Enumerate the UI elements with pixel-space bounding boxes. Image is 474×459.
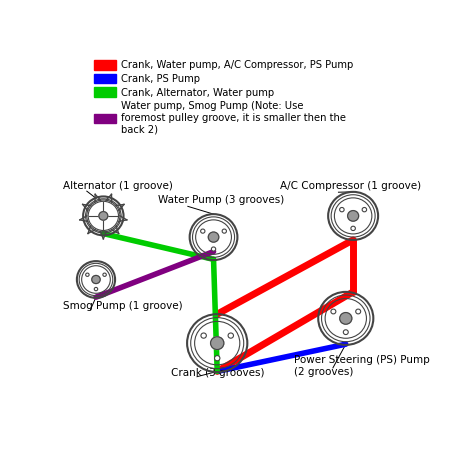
Text: Power Steering (PS) Pump
(2 grooves): Power Steering (PS) Pump (2 grooves) xyxy=(294,355,430,377)
Circle shape xyxy=(343,330,348,335)
Circle shape xyxy=(331,309,336,314)
Circle shape xyxy=(347,211,359,221)
Legend: Crank, Water pump, A/C Compressor, PS Pump, Crank, PS Pump, Crank, Alternator, W: Crank, Water pump, A/C Compressor, PS Pu… xyxy=(94,60,353,134)
Circle shape xyxy=(94,287,98,291)
Circle shape xyxy=(340,207,344,212)
Circle shape xyxy=(228,333,234,338)
Text: A/C Compressor (1 groove): A/C Compressor (1 groove) xyxy=(280,181,421,191)
Circle shape xyxy=(86,273,89,276)
Text: Smog Pump (1 groove): Smog Pump (1 groove) xyxy=(63,301,182,311)
Circle shape xyxy=(356,309,361,314)
Text: Crank (3 grooves): Crank (3 grooves) xyxy=(171,369,265,379)
Circle shape xyxy=(211,247,216,251)
Circle shape xyxy=(362,207,366,212)
Circle shape xyxy=(99,212,108,220)
Circle shape xyxy=(210,337,224,349)
Text: Water Pump (3 grooves): Water Pump (3 grooves) xyxy=(158,195,285,205)
Circle shape xyxy=(351,226,356,230)
Circle shape xyxy=(222,229,227,233)
Circle shape xyxy=(208,232,219,242)
Circle shape xyxy=(201,333,206,338)
Text: Alternator (1 groove): Alternator (1 groove) xyxy=(63,181,173,191)
Circle shape xyxy=(340,313,352,324)
Circle shape xyxy=(103,273,106,276)
Circle shape xyxy=(215,356,220,361)
Circle shape xyxy=(92,275,100,284)
Circle shape xyxy=(201,229,205,233)
